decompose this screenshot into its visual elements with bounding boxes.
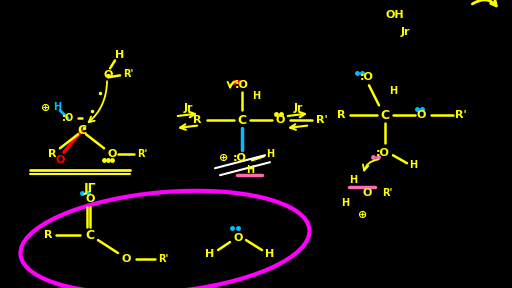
Text: R': R' — [123, 69, 133, 79]
Text: O: O — [233, 233, 243, 243]
Text: C: C — [238, 114, 247, 127]
Text: C: C — [77, 124, 87, 137]
Text: R': R' — [137, 149, 147, 159]
Text: H: H — [349, 175, 357, 185]
Text: R: R — [337, 110, 345, 120]
Text: ⊕: ⊕ — [358, 210, 368, 220]
Text: H: H — [265, 249, 274, 259]
Text: H: H — [205, 249, 215, 259]
Text: R': R' — [158, 254, 168, 264]
Text: JΓ: JΓ — [83, 182, 96, 195]
Text: R': R' — [382, 188, 392, 198]
Text: H: H — [252, 91, 260, 101]
Text: ⊕: ⊕ — [41, 103, 51, 113]
Text: O: O — [416, 110, 425, 120]
Text: R: R — [193, 115, 201, 125]
Text: O: O — [275, 115, 285, 125]
Text: H: H — [53, 102, 61, 112]
Text: H: H — [266, 149, 274, 159]
Text: O: O — [55, 155, 65, 165]
Text: O: O — [121, 254, 131, 264]
Text: H: H — [246, 165, 254, 175]
Text: H: H — [409, 160, 417, 170]
Text: H: H — [115, 50, 124, 60]
Text: :O: :O — [360, 72, 374, 82]
Text: C: C — [380, 109, 390, 122]
Text: ⊕: ⊕ — [219, 153, 229, 163]
Text: O: O — [103, 70, 113, 80]
Text: :O: :O — [235, 80, 249, 90]
Text: R': R' — [316, 115, 328, 125]
Text: Jr: Jr — [183, 103, 193, 113]
Text: :O: :O — [376, 148, 390, 158]
Text: :O: :O — [62, 113, 74, 123]
Text: O: O — [108, 149, 117, 159]
Text: R: R — [44, 230, 52, 240]
Text: R: R — [48, 149, 56, 159]
Text: H: H — [341, 198, 349, 208]
Text: O: O — [86, 194, 95, 204]
Text: OH: OH — [386, 10, 404, 20]
Text: :O: :O — [233, 153, 247, 163]
Text: H: H — [389, 86, 397, 96]
Text: Jr: Jr — [293, 103, 303, 113]
Text: R': R' — [455, 110, 467, 120]
Text: Jr: Jr — [400, 27, 410, 37]
Text: C: C — [86, 229, 95, 242]
Text: O: O — [362, 188, 372, 198]
